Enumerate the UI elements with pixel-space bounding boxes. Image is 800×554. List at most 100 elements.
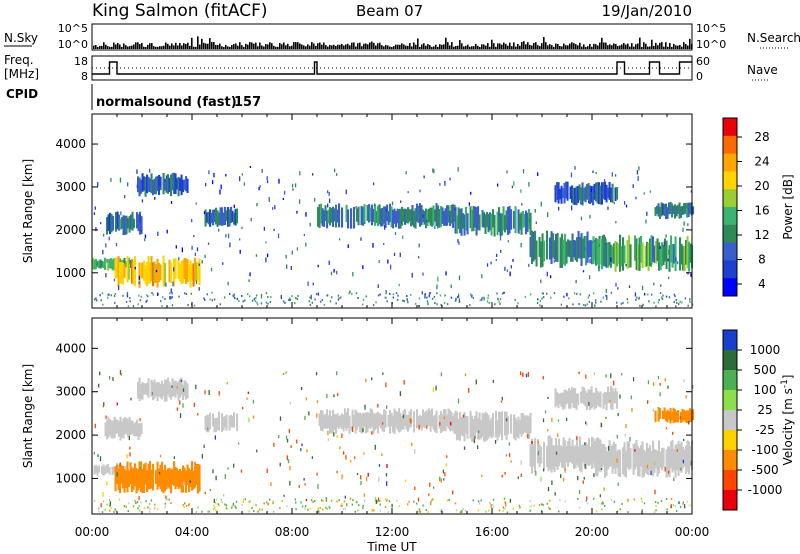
echo-cell (231, 210, 234, 223)
freq-strip: Freq. [MHz] 18 8 60 0 Nave (4, 53, 778, 83)
noise-point (687, 272, 689, 275)
echo-cell (111, 259, 114, 271)
scatter-point (153, 507, 156, 510)
echo-cell (450, 411, 453, 431)
echo-cell (171, 173, 174, 191)
x-tick-label: 08:00 (275, 525, 310, 539)
scatter-point (389, 292, 391, 295)
noise-bar (415, 44, 417, 49)
echo-cell (381, 207, 384, 227)
scatter-point (342, 508, 345, 511)
scatter-point (689, 298, 691, 301)
power-colorbar-swatch (723, 242, 737, 261)
noise-point (119, 177, 122, 183)
echo-cell (231, 415, 234, 428)
noise-bar (431, 46, 433, 49)
scatter-point (496, 292, 498, 295)
echo-band (554, 386, 619, 411)
scatter-point (304, 505, 307, 508)
echo-cell (422, 409, 425, 427)
noise-bar (599, 42, 601, 49)
noise-point (181, 247, 183, 253)
noise-point (93, 212, 96, 216)
echo-cell (338, 203, 341, 228)
echo-cell (123, 468, 126, 493)
scatter-point (255, 504, 257, 507)
echo-cell (683, 203, 686, 215)
noise-point (457, 239, 459, 243)
scatter-point (322, 508, 324, 511)
echo-cell (156, 258, 159, 288)
noise-point (624, 200, 626, 205)
noise-point (411, 442, 413, 447)
echo-cell (565, 389, 568, 405)
noise-bar (563, 43, 565, 49)
noise-point (547, 486, 550, 492)
echo-cell (401, 206, 404, 226)
velocity-colorbar-swatch (723, 490, 737, 511)
noise-point (458, 298, 461, 302)
scatter-point (413, 500, 415, 503)
noise-bar (403, 44, 405, 49)
scatter-point (321, 298, 324, 301)
echo-cell (152, 381, 155, 401)
noise-point (549, 275, 552, 279)
noise-point (191, 218, 193, 223)
scatter-point (146, 299, 148, 302)
echo-cell (341, 207, 344, 228)
noise-bar (209, 38, 211, 49)
noise-point (564, 467, 566, 471)
scatter-point (326, 294, 328, 297)
noise-point (615, 282, 617, 287)
x-tick-label: 16:00 (475, 525, 510, 539)
echo-cell (167, 174, 170, 194)
noise-point (418, 243, 420, 248)
echo-cell (687, 410, 690, 423)
noise-bar (275, 46, 277, 49)
echo-cell (140, 461, 143, 493)
echo-cell (686, 236, 689, 269)
echo-cell (574, 187, 577, 205)
echo-cell (417, 415, 420, 429)
echo-cell (112, 420, 115, 439)
scatter-point (415, 502, 418, 505)
noise-bar (269, 42, 271, 49)
scatter-point (548, 506, 550, 509)
echo-cell (623, 442, 626, 477)
noise-point (333, 268, 335, 273)
noise-point (423, 175, 425, 179)
echo-cell (526, 212, 529, 232)
noise-point (510, 460, 512, 463)
noise-point (384, 224, 386, 230)
scatter-point (662, 294, 664, 297)
scatter-point (136, 501, 139, 504)
scatter-point (341, 503, 343, 506)
echo-cell (607, 451, 610, 470)
echo-cell (161, 380, 164, 400)
noise-point (551, 417, 553, 422)
noise-point (625, 263, 627, 267)
scatter-point (376, 500, 379, 503)
noise-bar (625, 44, 627, 49)
echo-cell (452, 204, 455, 228)
echo-cell (174, 380, 177, 398)
noise-point (222, 262, 224, 265)
scatter-point (395, 292, 398, 295)
echo-cell (374, 205, 377, 226)
noise-point (660, 284, 662, 288)
scatter-point (436, 292, 438, 295)
noise-bar (361, 46, 363, 49)
noise-bar (109, 46, 111, 49)
noise-bar (629, 46, 631, 49)
velocity-colorbar-tick-label: 1000 (750, 343, 781, 357)
echo-cell (671, 411, 674, 421)
echo-cell (368, 413, 371, 428)
echo-cell (647, 242, 650, 272)
scatter-point (147, 295, 149, 298)
scatter-point (429, 503, 432, 506)
echo-cell (449, 410, 452, 432)
noise-bar (169, 45, 171, 49)
noise-point (617, 482, 619, 486)
echo-cell (444, 409, 447, 432)
